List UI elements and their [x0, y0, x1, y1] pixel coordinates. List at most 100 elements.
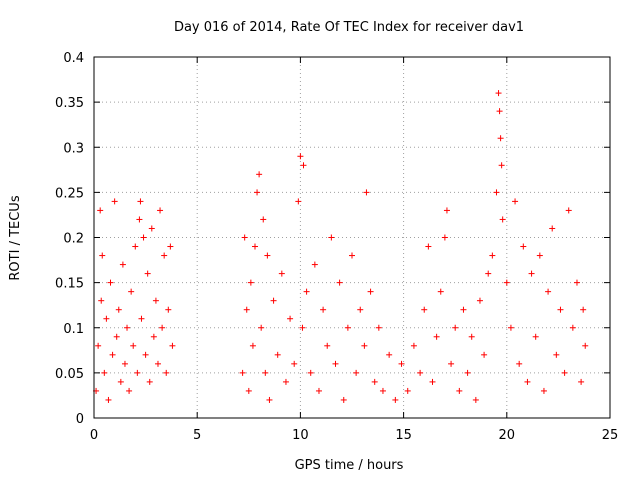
data-point [495, 90, 502, 97]
data-point [553, 351, 560, 358]
data-point [291, 360, 298, 367]
data-point [443, 207, 450, 214]
data-point [320, 306, 327, 313]
data-point [315, 387, 322, 394]
data-point [485, 270, 492, 277]
x-tick-label: 5 [193, 428, 201, 443]
data-point [258, 324, 265, 331]
data-point [113, 333, 120, 340]
data-point [532, 333, 539, 340]
data-point [404, 387, 411, 394]
data-point [282, 378, 289, 385]
data-point [367, 288, 374, 295]
data-point [126, 387, 133, 394]
data-point [441, 234, 448, 241]
data-point [498, 162, 505, 169]
data-point [262, 369, 269, 376]
data-point [493, 189, 500, 196]
data-point [150, 333, 157, 340]
data-point [109, 351, 116, 358]
x-axis-title: GPS time / hours [295, 458, 404, 473]
data-point [536, 252, 543, 259]
data-point [134, 369, 141, 376]
data-point [163, 369, 170, 376]
data-point [421, 306, 428, 313]
data-point [274, 351, 281, 358]
data-point [270, 297, 277, 304]
data-point [307, 369, 314, 376]
data-point [303, 288, 310, 295]
y-tick-label: 0.35 [55, 96, 84, 111]
data-point [448, 360, 455, 367]
data-point [433, 333, 440, 340]
data-point [105, 396, 112, 403]
data-point [295, 198, 302, 205]
data-point [392, 396, 399, 403]
data-point [507, 324, 514, 331]
data-point [379, 387, 386, 394]
data-point [99, 252, 106, 259]
y-axis-title: ROTI / TECUs [8, 195, 23, 280]
data-point [146, 378, 153, 385]
data-point [561, 369, 568, 376]
data-point [278, 270, 285, 277]
data-point [121, 360, 128, 367]
data-point [311, 261, 318, 268]
data-point [344, 324, 351, 331]
y-tick-label: 0.15 [55, 277, 84, 292]
data-point [476, 297, 483, 304]
data-point [95, 342, 102, 349]
data-point [497, 135, 504, 142]
data-point [142, 351, 149, 358]
plot-frame [93, 56, 611, 419]
data-point [357, 306, 364, 313]
data-point [528, 270, 535, 277]
data-point [437, 288, 444, 295]
data-point [336, 279, 343, 286]
data-point [353, 369, 360, 376]
axis-ticks [93, 56, 611, 419]
data-point [144, 270, 151, 277]
data-point [460, 306, 467, 313]
data-point [324, 342, 331, 349]
data-points [93, 90, 589, 403]
data-point [243, 306, 250, 313]
y-tick-label: 0.4 [63, 51, 84, 66]
data-point [256, 171, 263, 178]
data-point [152, 297, 159, 304]
data-point [103, 315, 110, 322]
data-point [161, 252, 168, 259]
data-point [503, 279, 510, 286]
y-tick-label: 0 [76, 412, 84, 427]
data-point [540, 387, 547, 394]
data-point [425, 243, 432, 250]
data-point [130, 342, 137, 349]
data-point [565, 207, 572, 214]
data-point [332, 360, 339, 367]
y-tick-label: 0.2 [63, 232, 84, 247]
data-point [260, 216, 267, 223]
data-point [363, 189, 370, 196]
data-point [169, 342, 176, 349]
data-point [489, 252, 496, 259]
data-point [124, 324, 131, 331]
data-point [119, 261, 126, 268]
data-point [429, 378, 436, 385]
data-point [569, 324, 576, 331]
data-point [499, 216, 506, 223]
chart-title: Day 016 of 2014, Rate Of TEC Index for r… [174, 20, 524, 35]
data-point [520, 243, 527, 250]
data-point [516, 360, 523, 367]
x-tick-label: 10 [292, 428, 309, 443]
data-point [496, 108, 503, 115]
data-point [148, 225, 155, 232]
data-point [472, 396, 479, 403]
data-point [132, 243, 139, 250]
data-point [456, 387, 463, 394]
data-point [417, 369, 424, 376]
data-point [117, 378, 124, 385]
data-point [299, 324, 306, 331]
data-point [582, 342, 589, 349]
x-tick-label: 15 [395, 428, 412, 443]
